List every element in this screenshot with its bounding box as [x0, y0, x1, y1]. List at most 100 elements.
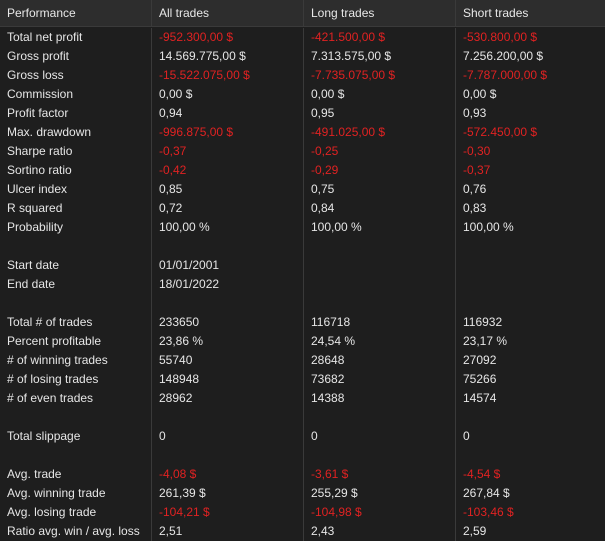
row-label: Percent profitable [0, 332, 152, 351]
cell-short-trades: -0,30 [463, 144, 491, 158]
table-row: Gross loss -15.522.075,00 $ -7.735.075,00 … [0, 66, 605, 85]
cell-short-trades: 2,59 [463, 524, 487, 538]
table-row: Total net profit -952.300,00 $ -421.500,00… [0, 28, 605, 47]
row-label: Gross profit [0, 47, 152, 66]
cell-all-trades: 2,51 [152, 522, 304, 541]
cell-short-trades: 27092 [463, 353, 497, 367]
cell-short-trades: 0,76 [463, 182, 487, 196]
cell-all-trades: 18/01/2022 [152, 275, 304, 294]
cell-long-trades [304, 446, 456, 465]
cell-long-trades: 0,00 $ [304, 85, 456, 104]
cell-short-trades: -0,37 [463, 163, 491, 177]
cell-long-trades: -0,29 [304, 161, 456, 180]
cell-short-trades: 7.256.200,00 $ [463, 49, 544, 63]
cell-short-trades: 0,00 $ [463, 87, 497, 101]
cell-all-trades: -996.875,00 $ [152, 123, 304, 142]
cell-all-trades: -4,08 $ [152, 465, 304, 484]
row-label: End date [0, 275, 152, 294]
cell-short-trades: 14574 [463, 391, 497, 405]
cell-all-trades: -15.522.075,00 $ [152, 66, 304, 85]
cell-long-trades: 28648 [304, 351, 456, 370]
cell-short-trades: 116932 [463, 315, 503, 329]
table-row: End date 18/01/2022 [0, 275, 605, 294]
column-header-short-trades[interactable]: Short trades [463, 6, 529, 20]
cell-short-trades: 0,83 [463, 201, 487, 215]
cell-long-trades: -0,25 [304, 142, 456, 161]
cell-all-trades: 28962 [152, 389, 304, 408]
table-header: Performance All trades Long trades Short… [0, 0, 605, 27]
cell-all-trades: 01/01/2001 [152, 256, 304, 275]
cell-long-trades: 116718 [304, 313, 456, 332]
cell-all-trades: 0,85 [152, 180, 304, 199]
cell-short-trades: 23,17 % [463, 334, 508, 348]
cell-long-trades: -7.735.075,00 $ [304, 66, 456, 85]
table-row: Avg. losing trade -104,21 $ -104,98 $ -103,… [0, 503, 605, 522]
table-row [0, 237, 605, 256]
table-row: Ulcer index 0,85 0,75 0,76 [0, 180, 605, 199]
table-row: R squared 0,72 0,84 0,83 [0, 199, 605, 218]
table-row [0, 408, 605, 427]
cell-all-trades: -0,42 [152, 161, 304, 180]
table-row: Profit factor 0,94 0,95 0,93 [0, 104, 605, 123]
cell-all-trades [152, 408, 304, 427]
cell-all-trades [152, 446, 304, 465]
row-label: Sharpe ratio [0, 142, 152, 161]
row-label [0, 237, 152, 256]
row-label: Total net profit [0, 28, 152, 47]
cell-all-trades [152, 237, 304, 256]
row-label: Avg. trade [0, 465, 152, 484]
cell-long-trades: 0,75 [304, 180, 456, 199]
cell-short-trades: 100,00 % [463, 220, 514, 234]
table-row: # of even trades 28962 14388 14574 [0, 389, 605, 408]
cell-long-trades [304, 294, 456, 313]
cell-all-trades: 261,39 $ [152, 484, 304, 503]
cell-long-trades: 7.313.575,00 $ [304, 47, 456, 66]
table-row: Start date 01/01/2001 [0, 256, 605, 275]
row-label [0, 408, 152, 427]
column-header-all-trades[interactable]: All trades [152, 0, 304, 26]
table-row: Sharpe ratio -0,37 -0,25 -0,30 [0, 142, 605, 161]
cell-short-trades: 0 [463, 429, 470, 443]
column-header-performance[interactable]: Performance [0, 0, 152, 26]
row-label: # of even trades [0, 389, 152, 408]
cell-long-trades: 73682 [304, 370, 456, 389]
cell-long-trades: 2,43 [304, 522, 456, 541]
table-row: Total slippage 0 0 0 [0, 427, 605, 446]
cell-all-trades: 0,00 $ [152, 85, 304, 104]
cell-long-trades: 100,00 % [304, 218, 456, 237]
row-label: Start date [0, 256, 152, 275]
cell-long-trades: -3,61 $ [304, 465, 456, 484]
cell-short-trades [456, 294, 605, 313]
table-row: # of losing trades 148948 73682 75266 [0, 370, 605, 389]
column-header-long-trades[interactable]: Long trades [304, 0, 456, 26]
row-label [0, 294, 152, 313]
cell-long-trades [304, 408, 456, 427]
row-label: Profit factor [0, 104, 152, 123]
row-label: Avg. winning trade [0, 484, 152, 503]
cell-all-trades: -104,21 $ [152, 503, 304, 522]
cell-long-trades [304, 275, 456, 294]
cell-short-trades: -4,54 $ [463, 467, 501, 481]
cell-all-trades: -952.300,00 $ [152, 28, 304, 47]
row-label: Ratio avg. win / avg. loss [0, 522, 152, 541]
table-row: Probability 100,00 % 100,00 % 100,00 % [0, 218, 605, 237]
row-label: Commission [0, 85, 152, 104]
table-row: Ratio avg. win / avg. loss 2,51 2,43 2,59 [0, 522, 605, 541]
row-label: Ulcer index [0, 180, 152, 199]
table-row [0, 446, 605, 465]
cell-all-trades: 233650 [152, 313, 304, 332]
cell-short-trades [456, 446, 605, 465]
row-label: R squared [0, 199, 152, 218]
table-row: Percent profitable 23,86 % 24,54 % 23,17 % [0, 332, 605, 351]
cell-long-trades: -421.500,00 $ [304, 28, 456, 47]
cell-long-trades: 0,84 [304, 199, 456, 218]
row-label: Gross loss [0, 66, 152, 85]
cell-short-trades: -530.800,00 $ [463, 30, 538, 44]
cell-all-trades: 0 [152, 427, 304, 446]
cell-short-trades: -103,46 $ [463, 505, 514, 519]
cell-all-trades: 14.569.775,00 $ [152, 47, 304, 66]
cell-all-trades: 0,72 [152, 199, 304, 218]
cell-short-trades: -7.787.000,00 $ [463, 68, 548, 82]
cell-short-trades [456, 237, 605, 256]
